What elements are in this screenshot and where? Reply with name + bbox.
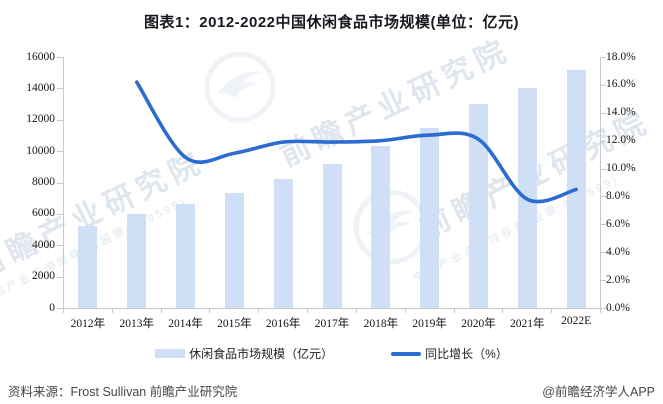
- bar-2014年: [176, 204, 196, 308]
- y-right-tick-mark: [600, 140, 606, 142]
- y-left-tick-mark: [57, 182, 63, 184]
- x-axis-label-2013年: 2013年: [119, 318, 154, 330]
- credit-note: @前瞻经济学人APP: [542, 385, 655, 399]
- x-tick-mark: [160, 308, 162, 313]
- y-left-tick-mark: [57, 88, 63, 90]
- qianzhan-logo-watermark-icon: [204, 51, 276, 123]
- y-right-tick-mark: [600, 252, 606, 254]
- x-tick-mark: [502, 308, 504, 313]
- bar-2013年: [127, 213, 147, 308]
- x-tick-mark: [63, 308, 64, 313]
- x-tick-mark: [453, 308, 455, 313]
- legend-item-market-size: 休闲食品市场规模（亿元）: [155, 345, 333, 362]
- y-right-tick-label: 12.0%: [606, 134, 636, 147]
- y-right-tick-label: 6.0%: [606, 217, 630, 230]
- bar-2021年: [517, 88, 537, 308]
- legend-line-swatch-icon: [391, 351, 422, 356]
- y-left-tick-label: 2000: [32, 270, 55, 283]
- y-right-tick-label: 18.0%: [606, 50, 636, 63]
- bar-2012年: [78, 226, 98, 308]
- x-axis-label-2022E: 2022E: [561, 315, 592, 327]
- y-left-tick-mark: [57, 245, 63, 247]
- x-axis-label-2018年: 2018年: [363, 318, 399, 330]
- x-axis-label-2012年: 2012年: [70, 318, 106, 330]
- x-tick-mark: [404, 308, 406, 313]
- x-tick-mark: [307, 308, 309, 313]
- x-tick-mark: [258, 308, 260, 313]
- bar-2016年: [273, 179, 293, 308]
- x-axis-label-2014年: 2014年: [168, 318, 203, 330]
- y-right-tick-mark: [600, 112, 606, 114]
- x-axis-label-2015年: 2015年: [217, 318, 252, 330]
- chart-footer: 资料来源：Frost Sullivan 前瞻产业研究院 @前瞻经济学人APP: [8, 381, 655, 400]
- y-left-tick-label: 14000: [26, 81, 55, 94]
- x-axis-label-2016年: 2016年: [265, 318, 301, 330]
- y-right-tick-mark: [600, 57, 606, 58]
- x-tick-mark: [551, 308, 553, 313]
- y-right-tick-label: 4.0%: [606, 245, 630, 258]
- legend-item-yoy-growth: 同比增长（%）: [391, 345, 508, 362]
- bar-2015年: [224, 193, 244, 308]
- bar-2020年: [468, 104, 488, 308]
- x-tick-mark: [209, 308, 211, 313]
- y-left-tick-label: 4000: [32, 238, 55, 251]
- y-right-tick-mark: [600, 280, 606, 282]
- chart-legend: 休闲食品市场规模（亿元） 同比增长（%）: [0, 345, 663, 362]
- y-right-tick-label: 14.0%: [606, 106, 636, 119]
- y-axis-left-line: [63, 57, 64, 308]
- x-axis-line: [63, 308, 601, 309]
- chart-title: 图表1：2012-2022中国休闲食品市场规模(单位：亿元): [143, 14, 520, 31]
- y-left-tick-label: 0: [49, 301, 55, 314]
- y-right-tick-label: 0.0%: [606, 301, 630, 314]
- y-left-tick-label: 8000: [32, 176, 55, 188]
- x-axis-label-2017年: 2017年: [314, 318, 350, 330]
- y-left-tick-mark: [57, 276, 63, 278]
- watermark-tagline: 中国产业咨询领导者(股票:839599): [411, 173, 622, 285]
- x-tick-mark: [111, 308, 113, 313]
- y-left-tick-mark: [57, 119, 63, 121]
- x-axis-label-2020年: 2020年: [461, 318, 496, 330]
- legend-label-yoy-growth: 同比增长（%）: [425, 347, 508, 361]
- legend-bar-swatch-icon: [155, 349, 186, 358]
- legend-label-market-size: 休闲食品市场规模（亿元）: [189, 347, 334, 361]
- y-right-tick-mark: [600, 168, 606, 170]
- x-tick-mark: [600, 308, 601, 313]
- qianzhan-logo-watermark-icon: [353, 189, 429, 265]
- y-left-tick-label: 6000: [32, 207, 55, 220]
- x-tick-mark: [355, 308, 357, 313]
- x-axis-label-2019年: 2019年: [412, 318, 447, 330]
- y-right-tick-mark: [600, 196, 606, 198]
- y-right-tick-label: 8.0%: [606, 189, 630, 202]
- y-left-tick-label: 16000: [26, 50, 55, 63]
- bar-2022E: [566, 69, 586, 308]
- y-right-tick-mark: [600, 308, 606, 309]
- y-left-tick-label: 12000: [26, 113, 55, 126]
- bar-2019年: [420, 127, 440, 308]
- y-right-tick-label: 2.0%: [606, 273, 630, 286]
- bar-2018年: [371, 146, 391, 308]
- y-left-tick-mark: [57, 213, 63, 215]
- y-left-tick-mark: [57, 57, 63, 58]
- y-right-tick-mark: [600, 84, 606, 86]
- source-note: 资料来源：Frost Sullivan 前瞻产业研究院: [8, 385, 238, 399]
- y-right-tick-label: 10.0%: [606, 162, 636, 175]
- bar-2017年: [322, 163, 342, 308]
- y-left-tick-label: 10000: [26, 144, 55, 157]
- y-left-tick-mark: [57, 308, 63, 309]
- y-axis-right-line: [600, 57, 601, 308]
- yoy-growth-line: [134, 80, 578, 204]
- y-right-tick-label: 16.0%: [606, 78, 636, 91]
- y-left-tick-mark: [57, 151, 63, 153]
- y-right-tick-mark: [600, 224, 606, 226]
- x-axis-label-2021年: 2021年: [510, 318, 545, 330]
